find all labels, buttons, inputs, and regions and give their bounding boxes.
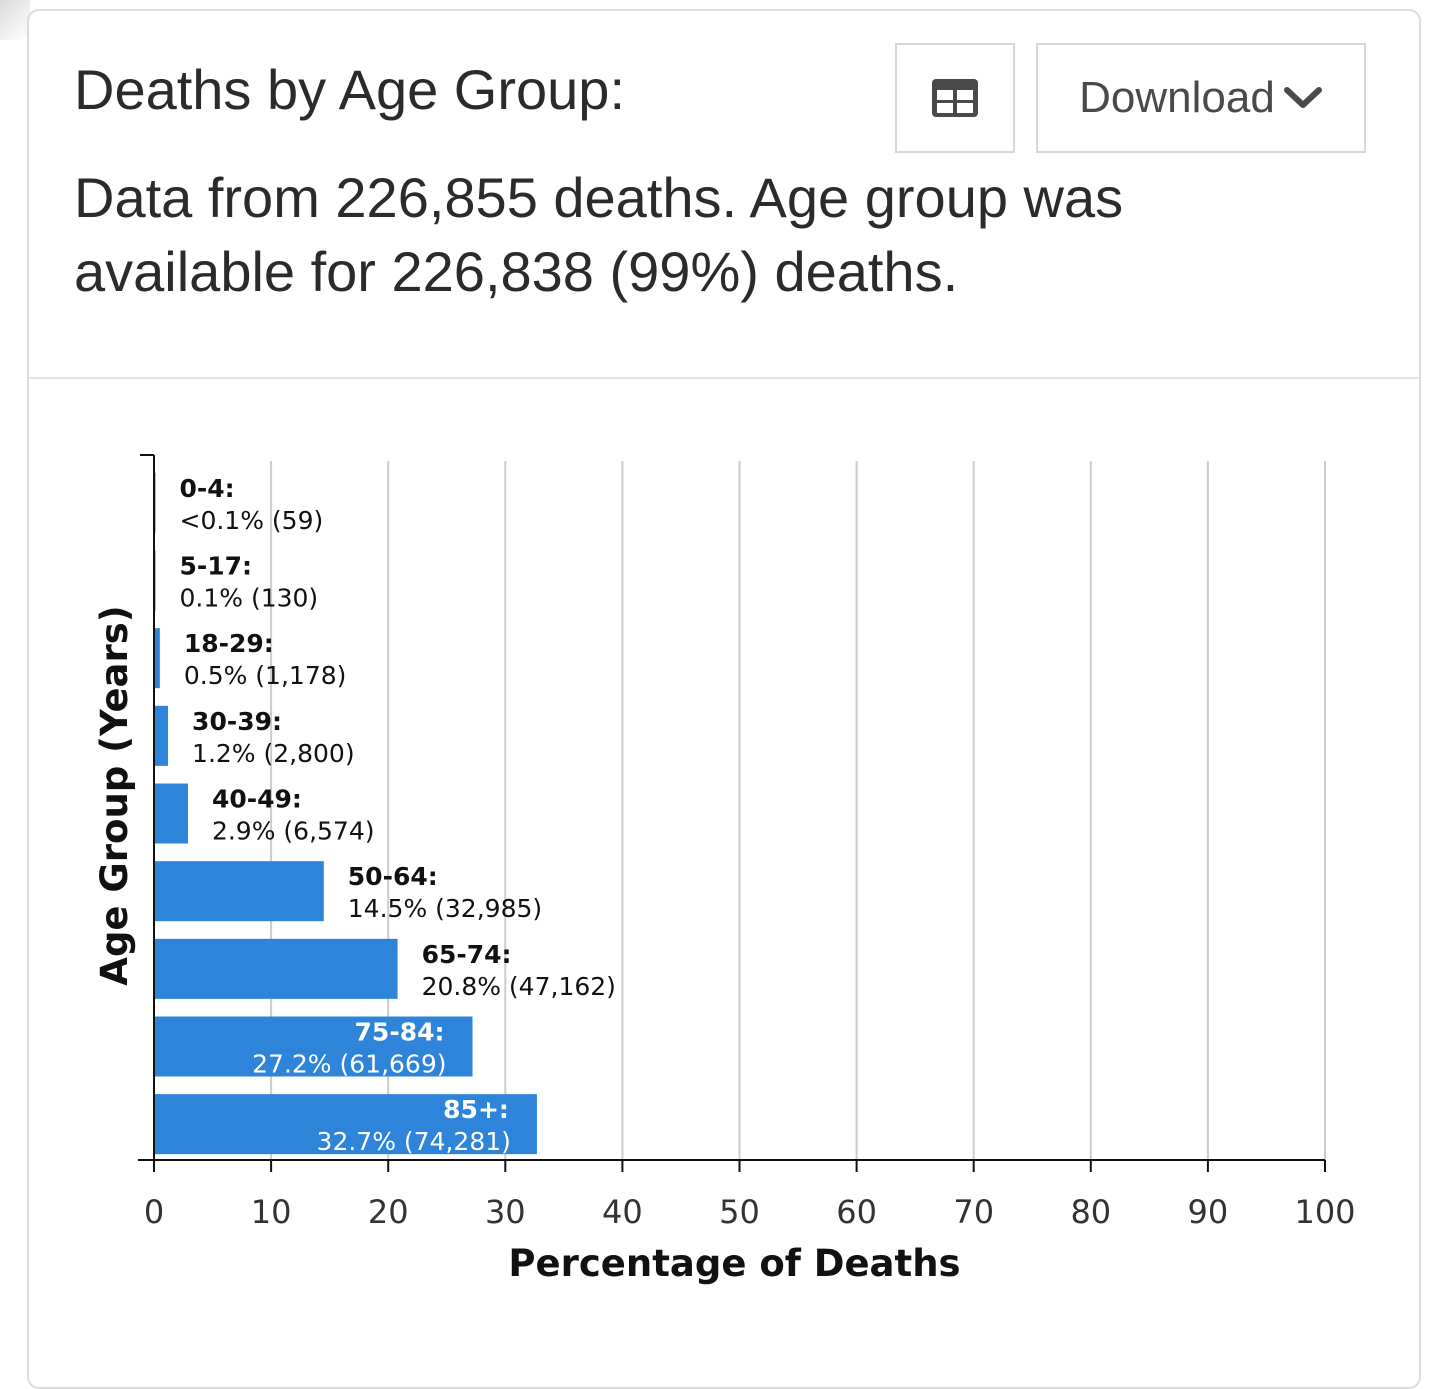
bar-category-label: 65-74:: [422, 940, 512, 969]
card-header: Deaths by Age Group: Data from 226,855 d…: [29, 11, 1419, 379]
bar: [154, 1094, 537, 1155]
bar-chart: 0-4: <0.1% (59) 5-17: 0.1% (130) 18-29: 0.5% …: [93, 454, 1356, 1285]
chart-card: Deaths by Age Group: Data from 226,855 d…: [27, 9, 1421, 1389]
bar-category-label: 85+:: [443, 1095, 509, 1124]
table-view-button[interactable]: [895, 43, 1015, 153]
bar-category-label: 0-4:: [180, 474, 235, 503]
x-tick-label: 20: [368, 1193, 409, 1231]
bar-value-label: 1.2% (2,800): [192, 739, 355, 768]
bar-category-label: 30-39:: [192, 707, 282, 736]
page-corner-shadow: [0, 0, 30, 40]
bar-category-label: 5-17:: [180, 552, 253, 581]
bar: [154, 705, 169, 766]
x-tick-label: 80: [1070, 1193, 1111, 1231]
table-icon: [932, 79, 978, 117]
y-axis-title: Age Group (Years): [93, 605, 136, 985]
download-label: Download: [1079, 73, 1275, 122]
x-tick-label: 40: [602, 1193, 643, 1231]
x-tick-label: 0: [144, 1193, 164, 1231]
x-tick-label: 60: [836, 1193, 877, 1231]
bar-value-label: 27.2% (61,669): [252, 1050, 446, 1079]
bar-category-label: 18-29:: [184, 629, 274, 658]
bar-value-label: <0.1% (59): [180, 506, 324, 535]
bar-value-label: 0.1% (130): [180, 584, 319, 613]
bar: [154, 938, 398, 999]
x-tick-label: 70: [953, 1193, 994, 1231]
x-axis-title: Percentage of Deaths: [508, 1242, 960, 1285]
bar: [154, 1016, 473, 1077]
x-tick-label: 90: [1188, 1193, 1229, 1231]
bar-value-label: 32.7% (74,281): [317, 1127, 511, 1156]
bar-category-label: 75-84:: [355, 1018, 445, 1047]
bar-value-label: 20.8% (47,162): [422, 972, 616, 1001]
x-tick-label: 30: [485, 1193, 526, 1231]
x-tick-label: 50: [719, 1193, 760, 1231]
bar-value-label: 0.5% (1,178): [184, 661, 347, 690]
bar-category-label: 50-64:: [348, 862, 438, 891]
bar-value-label: 2.9% (6,574): [212, 817, 375, 846]
chart-title: Deaths by Age Group:: [74, 58, 626, 121]
chart-subtitle: Data from 226,855 deaths. Age group was …: [74, 166, 1124, 303]
bar: [154, 628, 160, 689]
bar-category-label: 40-49:: [212, 785, 302, 814]
chevron-down-icon: [1283, 87, 1322, 108]
x-tick-label: 100: [1294, 1193, 1355, 1231]
bar: [154, 861, 324, 922]
x-tick-label: 10: [251, 1193, 292, 1231]
bar-value-label: 14.5% (32,985): [348, 894, 542, 923]
bar: [154, 783, 188, 844]
download-button[interactable]: Download: [1036, 43, 1366, 153]
